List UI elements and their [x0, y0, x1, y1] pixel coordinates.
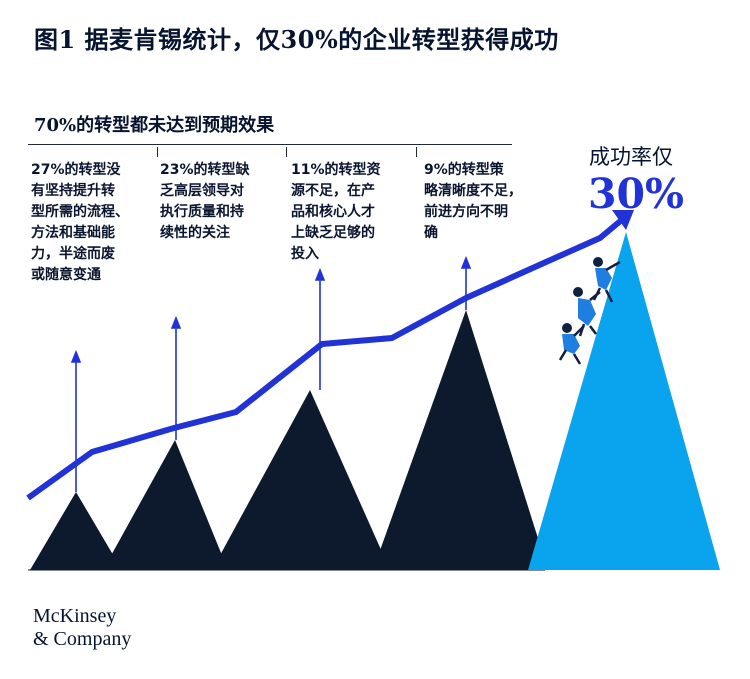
climber-body: [578, 298, 596, 326]
trend-arrow-head: [612, 210, 634, 230]
divider-tick: [416, 147, 417, 157]
reason-block-3: 11%的转型资 源不足，在产 品和核心人才 上缺乏足够的 投入: [291, 160, 409, 265]
figure-title: 图1 据麦肯锡统计，仅30%的企业转型获得成功: [34, 25, 559, 54]
reason-block-2: 23%的转型缺 乏高层领导对 执行质量和持 续性的关注: [160, 160, 278, 244]
reason-text-line: 确: [424, 225, 438, 241]
reason-text-line: 乏高层领导对: [160, 183, 244, 199]
subtitle: 70%的转型都未达到预期效果: [34, 115, 275, 136]
success-peak: [528, 232, 720, 570]
reason-block-1: 27%的转型没 有坚持提升转 型所需的流程、 方法和基础能 力，半途而废 或随意…: [31, 160, 151, 286]
reason-text-line: 方法和基础能: [31, 225, 115, 241]
reason-text-line: 略清晰度不足，: [424, 183, 522, 199]
reason-text-line: 品和核心人才: [291, 204, 375, 220]
reason-text-line: 型所需的流程、: [31, 204, 129, 220]
mountain-3: [212, 390, 390, 570]
logo-line: & Company: [33, 628, 132, 650]
reason-percent: 11%: [291, 162, 325, 178]
peak-arrows: [70, 255, 472, 492]
divider-tick: [286, 147, 287, 157]
mountain-2: [103, 440, 228, 570]
reason-text-line: 的转型策: [447, 162, 504, 178]
climber-arm: [605, 260, 621, 272]
reason-text-line: 有坚持提升转: [31, 183, 115, 199]
climber-head: [573, 287, 583, 297]
success-rate-value: 30%: [588, 170, 685, 218]
climber-body: [595, 268, 612, 290]
reason-text-line: 的转型资: [324, 162, 381, 178]
arrow-head: [70, 349, 82, 363]
reason-text-line: 的转型没: [64, 162, 121, 178]
reason-text-line: 的转型缺: [193, 162, 250, 178]
mountain-1: [30, 492, 122, 570]
reason-text-line: 续性的关注: [160, 225, 230, 241]
climbers-icon: [558, 257, 621, 365]
climber-arm: [573, 325, 585, 337]
logo-line: McKinsey: [33, 605, 117, 627]
reason-percent: 9%: [424, 162, 448, 178]
divider-tick: [157, 147, 158, 157]
climber-head: [562, 323, 572, 333]
arrow-head: [170, 315, 182, 329]
reason-text-line: 前进方向不明: [424, 204, 508, 220]
reason-block-4: 9%的转型策 略清晰度不足， 前进方向不明 确: [424, 160, 548, 244]
mckinsey-logo: McKinsey & Company: [33, 605, 131, 651]
climber-leg: [558, 349, 582, 365]
reason-text-line: 源不足，在产: [291, 183, 375, 199]
reason-percent: 23%: [160, 162, 194, 178]
trend-line: [26, 215, 626, 501]
reason-text-line: 投入: [291, 246, 319, 262]
reason-text-line: 上缺乏足够的: [291, 225, 375, 241]
arrow-head: [460, 255, 472, 269]
subtitle-divider: [28, 144, 512, 145]
climber-arm: [589, 291, 601, 301]
climber-body: [562, 334, 580, 354]
reason-text-line: 执行质量和持: [160, 204, 244, 220]
reason-text-line: 力，半途而废: [31, 246, 115, 262]
mountain-4: [373, 310, 548, 570]
arrow-head: [314, 267, 326, 281]
success-rate-label: 成功率仅: [589, 145, 673, 169]
reason-text-line: 或随意变通: [31, 267, 101, 283]
climber-head: [593, 257, 603, 267]
reason-percent: 27%: [31, 162, 65, 178]
